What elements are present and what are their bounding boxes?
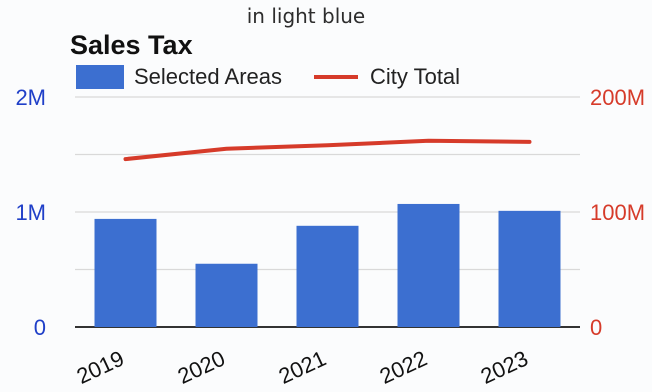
y-left-tick-label: 1M (15, 200, 46, 225)
legend-label-city-total: City Total (369, 64, 461, 89)
y-left-tick-label: 0 (34, 315, 46, 340)
x-tick-label: 2023 (477, 346, 532, 389)
legend-item-selected-areas: Selected Areas (76, 64, 282, 90)
bar-selected-areas (195, 263, 258, 327)
bar-selected-areas (498, 210, 561, 327)
caption-text: in light blue (246, 4, 366, 28)
x-tick-label: 2022 (376, 346, 431, 389)
chart-legend: Selected Areas City Total (76, 64, 492, 90)
bar-selected-areas (94, 218, 157, 327)
x-tick-label: 2020 (174, 346, 229, 389)
line-city-total (123, 138, 532, 162)
chart-title: Sales Tax (70, 30, 193, 60)
y-right-tick-label: 0 (590, 315, 602, 340)
y-right-tick-label: 100M (590, 200, 645, 225)
legend-swatch-city-total (313, 75, 358, 79)
x-tick-label: 2021 (275, 346, 330, 389)
y-right-tick-label: 200M (590, 85, 645, 110)
bar-selected-areas (397, 203, 460, 327)
legend-item-city-total: City Total (313, 64, 461, 90)
y-left-tick-label: 2M (15, 85, 46, 110)
bar-selected-areas (296, 225, 359, 327)
legend-swatch-selected-areas (76, 65, 124, 89)
x-tick-label: 2019 (73, 346, 128, 389)
legend-label-selected-areas: Selected Areas (134, 64, 282, 89)
